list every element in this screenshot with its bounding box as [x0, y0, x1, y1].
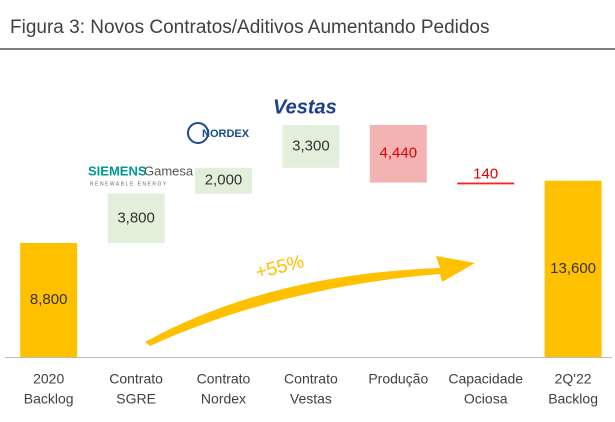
x-tick-label: Contrato: [109, 371, 163, 387]
x-tick-label: Ociosa: [464, 391, 508, 407]
bar: [107, 193, 165, 243]
x-tick-label: Capacidade: [448, 371, 523, 387]
x-tick-label: Contrato: [197, 371, 251, 387]
logo-nordex: NORDEX: [202, 128, 250, 140]
growth-arrow: [145, 256, 475, 346]
bar: [369, 125, 427, 183]
chart-title: Figura 3: Novos Contratos/Aditivos Aumen…: [10, 17, 490, 38]
bar: [544, 180, 602, 357]
logo-siemens: SIEMENS: [88, 163, 147, 178]
value-label: 2,000: [205, 172, 243, 189]
logo-vestas: Vestas: [273, 96, 337, 118]
x-tick-label: Backlog: [24, 391, 74, 407]
value-label: 3,800: [117, 209, 155, 226]
bar: [282, 125, 340, 168]
x-tick-label: SGRE: [116, 391, 156, 407]
annotation: +55%: [254, 251, 307, 283]
logo-tagline: RENEWABLE ENERGY: [90, 181, 168, 187]
x-tick-label: 2020: [33, 371, 64, 387]
x-tick-label: Produção: [368, 371, 428, 387]
x-tick-label: Contrato: [284, 371, 338, 387]
logo-nordex-ring: [187, 122, 209, 144]
x-tick-label: 2Q'22: [555, 371, 592, 387]
x-tick-label: Vestas: [290, 391, 332, 407]
value-label: 4,440: [380, 145, 418, 162]
value-label: 140: [473, 166, 498, 183]
x-tick-label: Nordex: [201, 391, 246, 407]
value-label: 13,600: [550, 260, 596, 277]
x-tick-label: Backlog: [548, 391, 598, 407]
bar: [20, 242, 78, 357]
value-label: 3,300: [292, 137, 330, 154]
logo-gamesa: Gamesa: [144, 163, 194, 178]
bar: [195, 167, 252, 194]
bar: [457, 182, 515, 185]
value-label: 8,800: [30, 291, 68, 308]
